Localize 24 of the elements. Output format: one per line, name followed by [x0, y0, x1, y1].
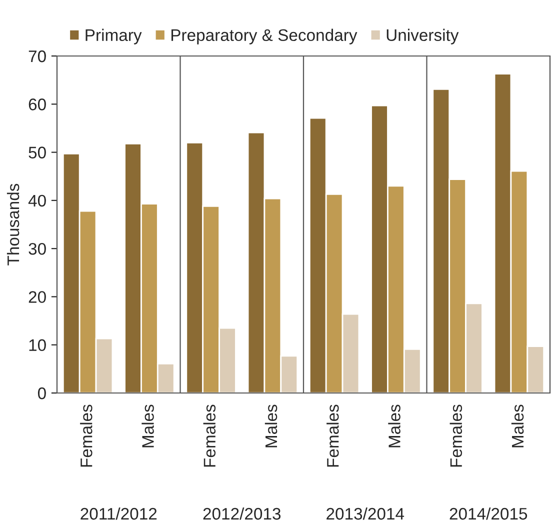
y-tick-label: 40 [28, 194, 46, 207]
y-tick-label: 0 [38, 387, 46, 400]
y-tick-label: 70 [28, 50, 46, 62]
x-tick-label: Females [450, 404, 462, 467]
text: 2014/2015 [450, 507, 528, 520]
text: 2011/2012 [80, 507, 157, 520]
y-tick-label: 20 [28, 291, 46, 303]
legend-label: University [386, 28, 459, 44]
text: 2013/2014 [326, 507, 404, 520]
y-tick-label: 60 [28, 98, 46, 110]
x-tick-label: Males [142, 404, 154, 448]
legend-label: Primary [86, 28, 142, 44]
x-tick-label: Males [388, 404, 400, 448]
y-axis-title: Thousands [6, 184, 20, 266]
x-tick-label: Females [326, 404, 339, 467]
x-tick-label: Males [264, 404, 278, 448]
x-tick-label: Females [80, 404, 92, 467]
x-tick-label: Females [203, 404, 216, 467]
y-tick-label: 50 [28, 146, 46, 158]
text: 2012/2013 [203, 507, 281, 520]
x-tick-label: Males [511, 404, 524, 448]
y-tick-label: 30 [28, 242, 46, 255]
legend-label: Preparatory & Secondary [171, 28, 358, 44]
y-tick-label: 10 [29, 339, 46, 352]
